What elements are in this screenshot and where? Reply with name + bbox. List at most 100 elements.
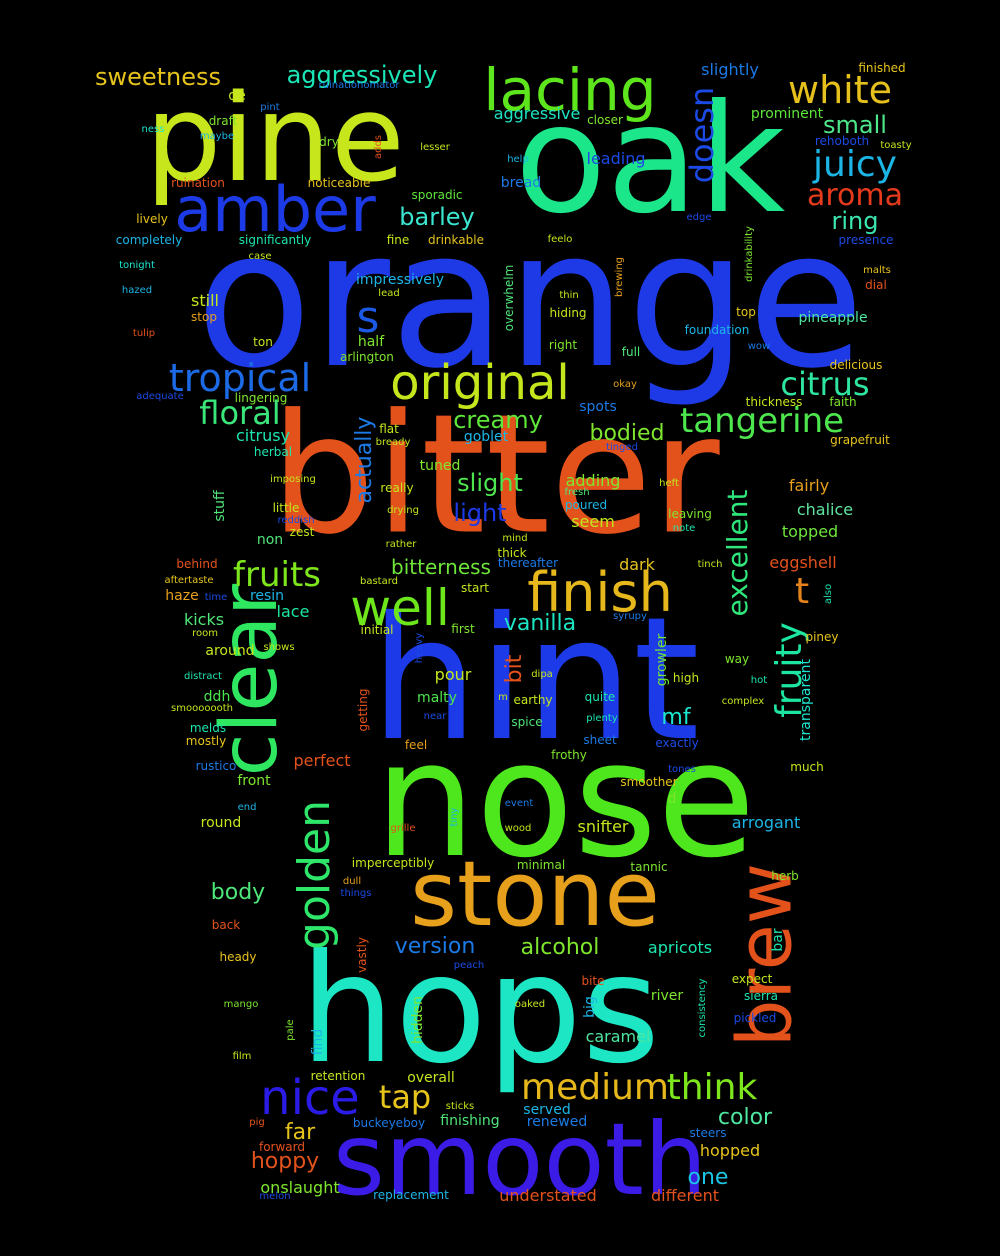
word-citrusy: citrusy [235,426,291,445]
word-ddh: ddh [203,689,231,705]
word-syrupy: syrupy [613,611,647,622]
word-stop: stop [191,310,217,324]
word-consistency: consistency [697,978,708,1038]
word-feel: feel [404,738,428,752]
word-finish: finish [527,561,673,624]
word-mind: mind [502,533,528,544]
word-exactly: exactly [655,736,699,750]
word-lace: lace [276,602,310,621]
word-finishing: finishing [440,1113,500,1129]
word-getting: getting [356,688,370,732]
word-pine: pine [145,70,405,209]
word-grapefruit: grapefruit [830,433,890,447]
word-find: find [310,1028,326,1056]
word-piney: piney [805,630,839,644]
word-case: case [248,251,272,262]
word-apricots: apricots [647,938,713,957]
word-transparent: transparent [798,659,814,741]
word-t: t [794,571,810,612]
word-onslaught: onslaught [260,1178,340,1197]
word-still: still [191,291,219,310]
word-bastard: bastard [359,576,399,587]
word-excellent: excellent [721,489,754,617]
word-think: think [666,1067,758,1108]
word-smooooooth: smooooooth [171,703,233,714]
word-medium: medium [521,1067,669,1108]
word-mf: mf [661,705,691,730]
word-drying: drying [387,505,419,516]
word-ruinationomator: ruinationomator [318,80,400,91]
word-snifter: snifter [577,817,629,836]
word-expect: expect [731,972,773,986]
word-growler: growler [654,633,670,687]
word-ton: ton [253,335,273,349]
word-ring: ring [831,207,879,235]
word-spots: spots [579,399,617,415]
word-impressively: impressively [355,272,445,288]
word-leaving: leaving [668,507,712,521]
word-feelo: feelo [547,234,573,245]
word-smoother: smoother [620,775,678,789]
word-bready: bready [375,437,411,448]
word-pint: pint [260,102,280,113]
word-overall: overall [407,1070,455,1086]
word-thin: thin [559,290,579,301]
word-round: round [200,815,242,831]
word-golden: golden [289,800,340,950]
word-much: much [790,760,824,774]
word-oak: oak [514,73,786,247]
word-earthy: earthy [513,693,553,707]
word-bread: bread [500,175,542,191]
word-retention: retention [310,1069,366,1083]
word-herbal: herbal [253,445,293,459]
word-note: note [672,523,696,534]
word-stone: stone [410,842,660,947]
word-frothy: frothy [551,748,587,762]
word-melds: melds [189,721,227,735]
word-rustico: rustico [195,759,237,773]
word-tinged: tinged [606,442,638,453]
word-tulip: tulip [132,328,156,339]
word-heft: heft [659,478,679,489]
word-hazed: hazed [121,285,153,296]
word-far: far [284,1120,316,1145]
word-big: big [582,996,598,1018]
word-tinch: tinch [697,559,723,570]
word-river: river [650,988,684,1004]
word-creamy: creamy [453,406,543,434]
word-non: non [256,532,284,548]
word-complex: complex [721,696,765,707]
word-edge: edge [686,212,712,223]
word-vastly: vastly [355,937,369,973]
word-way: way [724,652,750,666]
word-half: half [357,334,385,350]
word-lacing: lacing [483,56,657,124]
word-haze: haze [165,588,199,604]
word-sweetness: sweetness [94,63,222,91]
word-pale: pale [285,1019,296,1041]
word-significantly: significantly [238,233,312,247]
word-light: light [453,499,507,527]
word-overwhelm: overwhelm [502,264,516,332]
word-high: high [672,671,700,685]
word-dial: dial [865,278,887,292]
word-drinkability: drinkability [744,226,755,282]
word-film: film [232,1051,252,1062]
word-heavy: heavy [414,632,425,664]
word-event: event [504,798,534,809]
word-arlington: arlington [340,350,394,364]
word-chalice: chalice [796,500,854,519]
word-rehoboth: rehoboth [814,134,870,148]
word-help: help [507,154,529,165]
word-front: front [237,773,271,789]
word-actually: actually [352,416,377,504]
word-slight: slight [457,469,523,497]
word-herb: herb [771,869,799,883]
word-resin: resin [249,588,285,604]
word-distract: distract [184,671,222,682]
word-around: around [205,643,255,659]
word-lingering: lingering [234,391,288,405]
word-tones: tones [668,764,696,775]
word-sticks: sticks [445,1101,475,1112]
word-hint: hint [370,581,700,779]
